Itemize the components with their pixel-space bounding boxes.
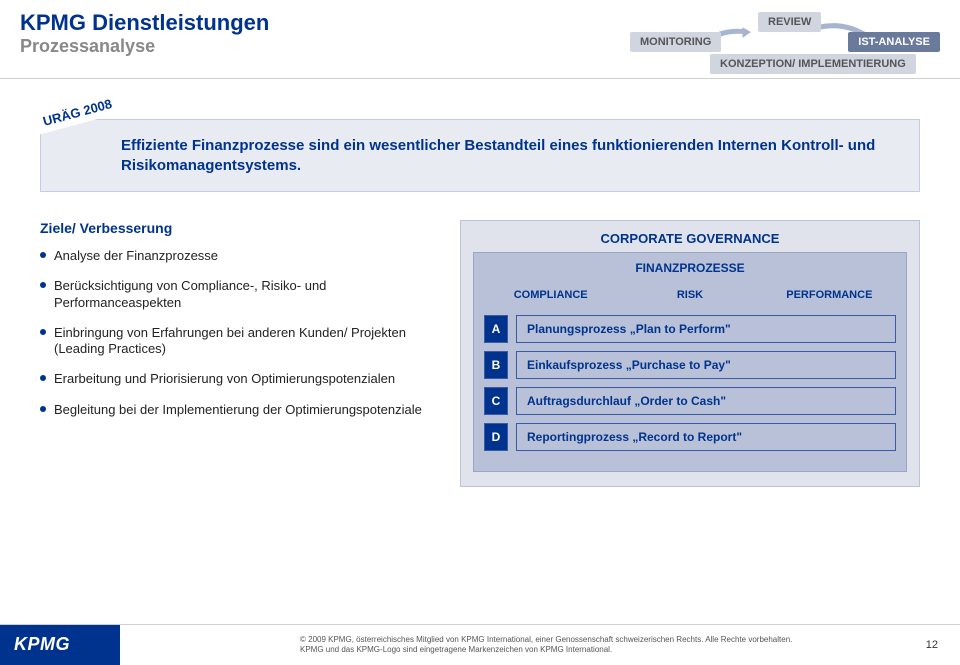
cycle-review: REVIEW (758, 12, 821, 32)
governance-heading: CORPORATE GOVERNANCE (473, 231, 907, 246)
process-letter: D (484, 423, 508, 451)
pillar-risk: RISK (623, 283, 756, 307)
process-label: Planungsprozess „Plan to Perform" (516, 315, 896, 343)
process-letter: A (484, 315, 508, 343)
header-bar: KPMG Dienstleistungen Prozessanalyse MON… (0, 0, 960, 79)
governance-box: CORPORATE GOVERNANCE FINANZPROZESSE COMP… (460, 220, 920, 487)
pillar-performance: PERFORMANCE (763, 283, 896, 307)
process-row: D Reportingprozess „Record to Report" (484, 423, 896, 451)
pillar-row: COMPLIANCE RISK PERFORMANCE (484, 283, 896, 307)
page-number: 12 (926, 639, 960, 651)
list-item: Einbringung von Erfahrungen bei anderen … (40, 325, 450, 358)
process-letter: C (484, 387, 508, 415)
footer: KPMG © 2009 KPMG, österreichisches Mitgl… (0, 624, 960, 664)
governance-subheading: FINANZPROZESSE (484, 261, 896, 275)
page-subtitle: Prozessanalyse (20, 36, 269, 57)
process-label: Auftragsdurchlauf „Order to Cash" (516, 387, 896, 415)
intro-banner: Effiziente Finanzprozesse sind ein wesen… (40, 119, 920, 192)
process-row: A Planungsprozess „Plan to Perform" (484, 315, 896, 343)
goals-list: Analyse der Finanzprozesse Berücksichtig… (40, 248, 450, 418)
process-label: Einkaufsprozess „Purchase to Pay" (516, 351, 896, 379)
list-item: Begleitung bei der Implementierung der O… (40, 402, 450, 418)
process-row: C Auftragsdurchlauf „Order to Cash" (484, 387, 896, 415)
copyright-text: © 2009 KPMG, österreichisches Mitglied v… (120, 635, 926, 654)
banner-text: Effiziente Finanzprozesse sind ein wesen… (121, 136, 897, 175)
goals-heading: Ziele/ Verbesserung (40, 220, 450, 236)
title-block: KPMG Dienstleistungen Prozessanalyse (20, 10, 269, 57)
process-row: B Einkaufsprozess „Purchase to Pay" (484, 351, 896, 379)
process-letter: B (484, 351, 508, 379)
cycle-konzeption: KONZEPTION/ IMPLEMENTIERUNG (710, 54, 916, 74)
list-item: Analyse der Finanzprozesse (40, 248, 450, 264)
page-title: KPMG Dienstleistungen (20, 10, 269, 36)
goals-column: Ziele/ Verbesserung Analyse der Finanzpr… (40, 220, 450, 487)
cycle-diagram: MONITORING REVIEW IST-ANALYSE KONZEPTION… (620, 10, 940, 70)
process-label: Reportingprozess „Record to Report" (516, 423, 896, 451)
pillar-compliance: COMPLIANCE (484, 283, 617, 307)
content-columns: Ziele/ Verbesserung Analyse der Finanzpr… (0, 192, 960, 487)
kpmg-logo: KPMG (0, 625, 120, 665)
governance-column: CORPORATE GOVERNANCE FINANZPROZESSE COMP… (460, 220, 920, 487)
banner-wrap: URÄG 2008 Effiziente Finanzprozesse sind… (40, 119, 920, 192)
governance-inner: FINANZPROZESSE COMPLIANCE RISK PERFORMAN… (473, 252, 907, 472)
list-item: Erarbeitung und Priorisierung von Optimi… (40, 371, 450, 387)
cycle-ist-analyse: IST-ANALYSE (848, 32, 940, 52)
cycle-monitoring: MONITORING (630, 32, 721, 52)
list-item: Berücksichtigung von Compliance-, Risiko… (40, 278, 450, 311)
